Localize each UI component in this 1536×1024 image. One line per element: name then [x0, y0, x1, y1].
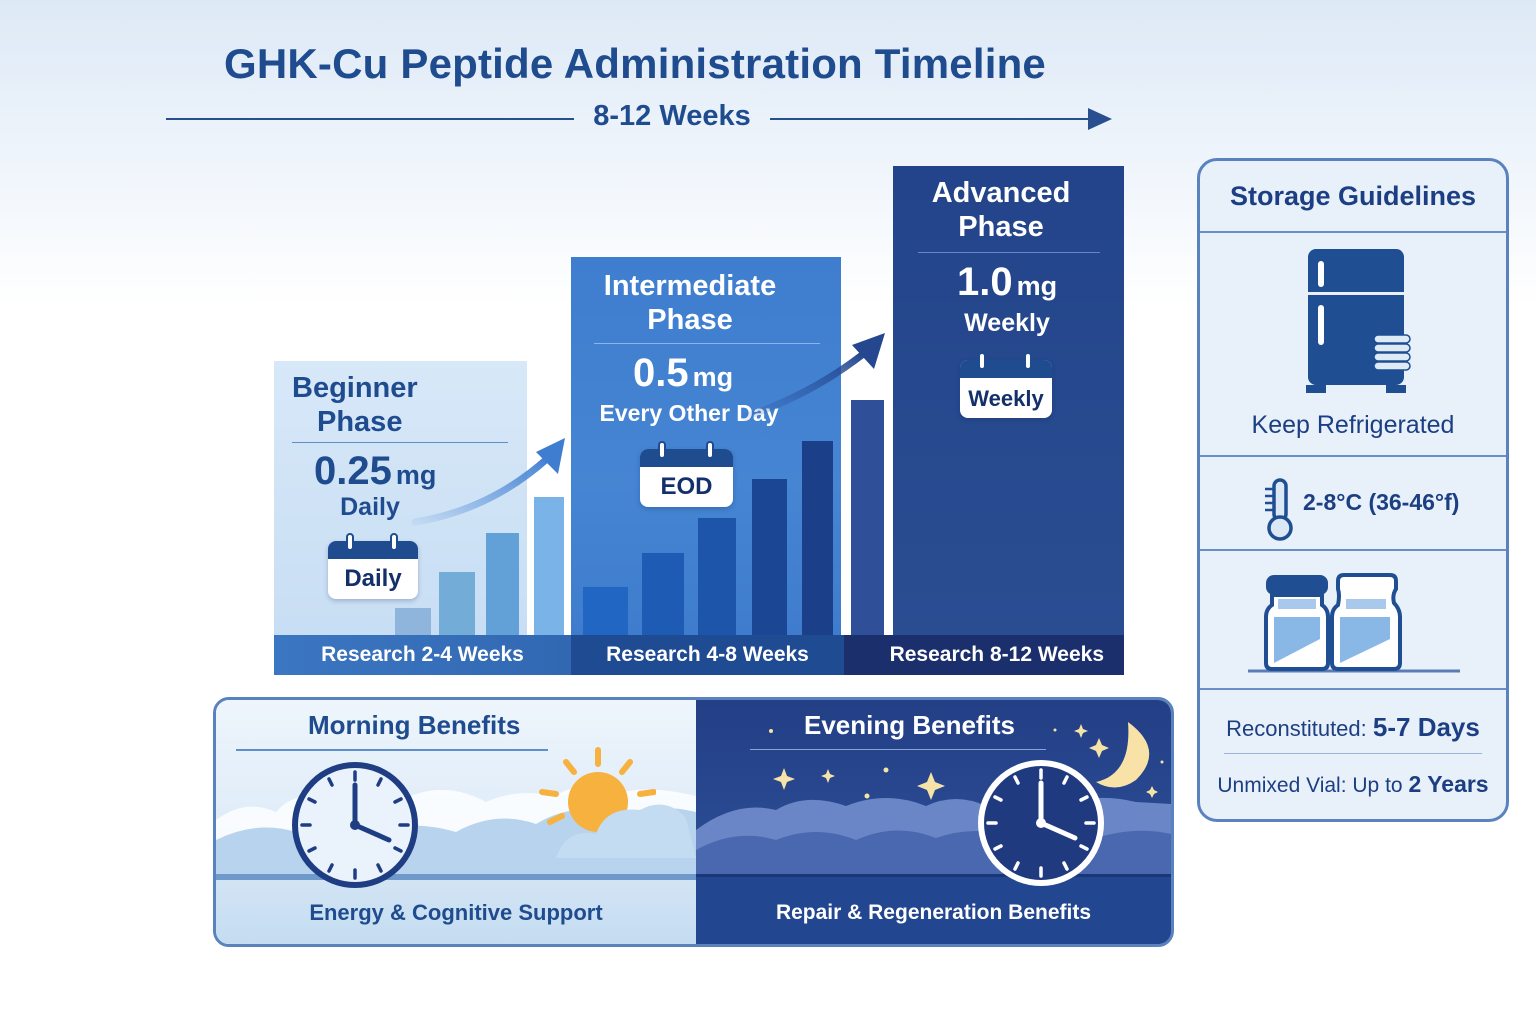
research-duration-label: Research 8-12 Weeks	[844, 635, 1124, 675]
research-duration-label: Research 2-4 Weeks	[274, 635, 571, 675]
dose-value: 0.25	[314, 449, 392, 493]
phase-dose: 1.0 mg	[957, 260, 1057, 305]
dose-unit: mg	[692, 362, 734, 392]
progress-bar	[534, 497, 564, 635]
divider	[1200, 549, 1506, 551]
phase-card-advanced: Advanced Phase 1.0 mg Weekly Weekly	[893, 166, 1124, 635]
clock-icon	[978, 760, 1104, 886]
timeline-line	[770, 118, 1092, 120]
growth-arrow-icon	[741, 333, 885, 421]
morning-benefits-subtitle: Energy & Cognitive Support	[309, 900, 603, 925]
vials-icon	[1248, 573, 1460, 673]
reconstituted-label: Reconstituted:	[1226, 716, 1367, 741]
arrow-right-icon	[1088, 108, 1112, 130]
divider	[750, 749, 1046, 750]
clock-icon	[292, 762, 418, 888]
phase-divider	[594, 343, 820, 344]
calendar-label: EOD	[660, 473, 713, 500]
dose-value: 1.0	[957, 260, 1013, 304]
dose-unit: mg	[395, 460, 437, 490]
unmixed-label: Unmixed Vial: Up to	[1217, 774, 1403, 797]
calendar-label: Weekly	[968, 386, 1044, 411]
progress-bar	[802, 441, 833, 635]
dose-unit: mg	[1016, 271, 1058, 301]
phase-title: Intermediate	[603, 270, 777, 302]
temperature-range: 2-8°C (36-46°f)	[1303, 489, 1460, 515]
calendar-icon: Daily	[328, 533, 418, 599]
phase-title: Phase	[958, 211, 1044, 243]
refrigerate-label: Keep Refrigerated	[1251, 411, 1455, 439]
progress-bar	[395, 608, 431, 635]
evening-benefits-title: Evening Benefits	[804, 710, 1015, 740]
phase-divider	[292, 442, 508, 443]
progress-bar	[642, 553, 684, 635]
unmixed-shelf-life: Unmixed Vial: Up to 2 Years	[1200, 771, 1506, 798]
growth-arrow-icon	[411, 438, 565, 526]
benefits-panel: Morning Benefits	[213, 697, 1174, 947]
unmixed-value: 2 Years	[1408, 771, 1489, 797]
progress-bar	[439, 572, 475, 635]
phase-dose: 0.5 mg	[633, 351, 733, 396]
progress-bar	[486, 533, 519, 635]
refrigerator-icon	[1306, 249, 1411, 393]
research-duration-label: Research 4-8 Weeks	[571, 635, 844, 675]
evening-benefits-section: Evening Benefits	[696, 700, 1171, 944]
morning-benefits-section: Morning Benefits	[216, 700, 696, 944]
progress-bar	[851, 400, 884, 635]
divider	[1200, 231, 1506, 233]
progress-bar	[698, 518, 736, 635]
morning-benefits-title: Morning Benefits	[308, 710, 521, 740]
divider	[1224, 753, 1482, 754]
phase-title: Phase	[647, 304, 733, 336]
phase-divider	[918, 252, 1100, 253]
calendar-icon: EOD	[640, 441, 733, 507]
divider	[1200, 455, 1506, 457]
storage-guidelines-panel: Storage Guidelines Keep Refrigerated 2-8…	[1197, 158, 1509, 822]
phase-dose: 0.25 mg	[314, 449, 436, 494]
page-title: GHK-Cu Peptide Administration Timeline	[223, 40, 1046, 87]
phase-title: Beginner	[292, 372, 418, 404]
dose-value: 0.5	[633, 351, 689, 395]
divider	[1200, 688, 1506, 690]
progress-bar	[752, 479, 787, 635]
reconstituted-shelf-life: Reconstituted: 5-7 Days	[1200, 712, 1506, 743]
phase-frequency: Daily	[340, 493, 400, 521]
evening-benefits-subtitle: Repair & Regeneration Benefits	[775, 901, 1092, 924]
calendar-icon: Weekly	[960, 352, 1052, 418]
divider	[236, 749, 548, 751]
thermometer-icon	[1265, 478, 1293, 541]
phase-title: Phase	[317, 406, 403, 438]
reconstituted-value: 5-7 Days	[1372, 712, 1480, 742]
cloud-icon	[556, 804, 696, 858]
storage-title: Storage Guidelines	[1229, 181, 1477, 211]
calendar-label: Daily	[344, 565, 402, 592]
phase-card-intermediate: Intermediate Phase 0.5 mg Every Other Day…	[571, 257, 841, 635]
phase-title: Advanced	[931, 177, 1071, 209]
phase-frequency: Weekly	[964, 309, 1050, 337]
progress-bar	[583, 587, 628, 635]
timeline-duration-label: 8-12 Weeks	[593, 100, 751, 132]
timeline-line	[166, 118, 574, 120]
